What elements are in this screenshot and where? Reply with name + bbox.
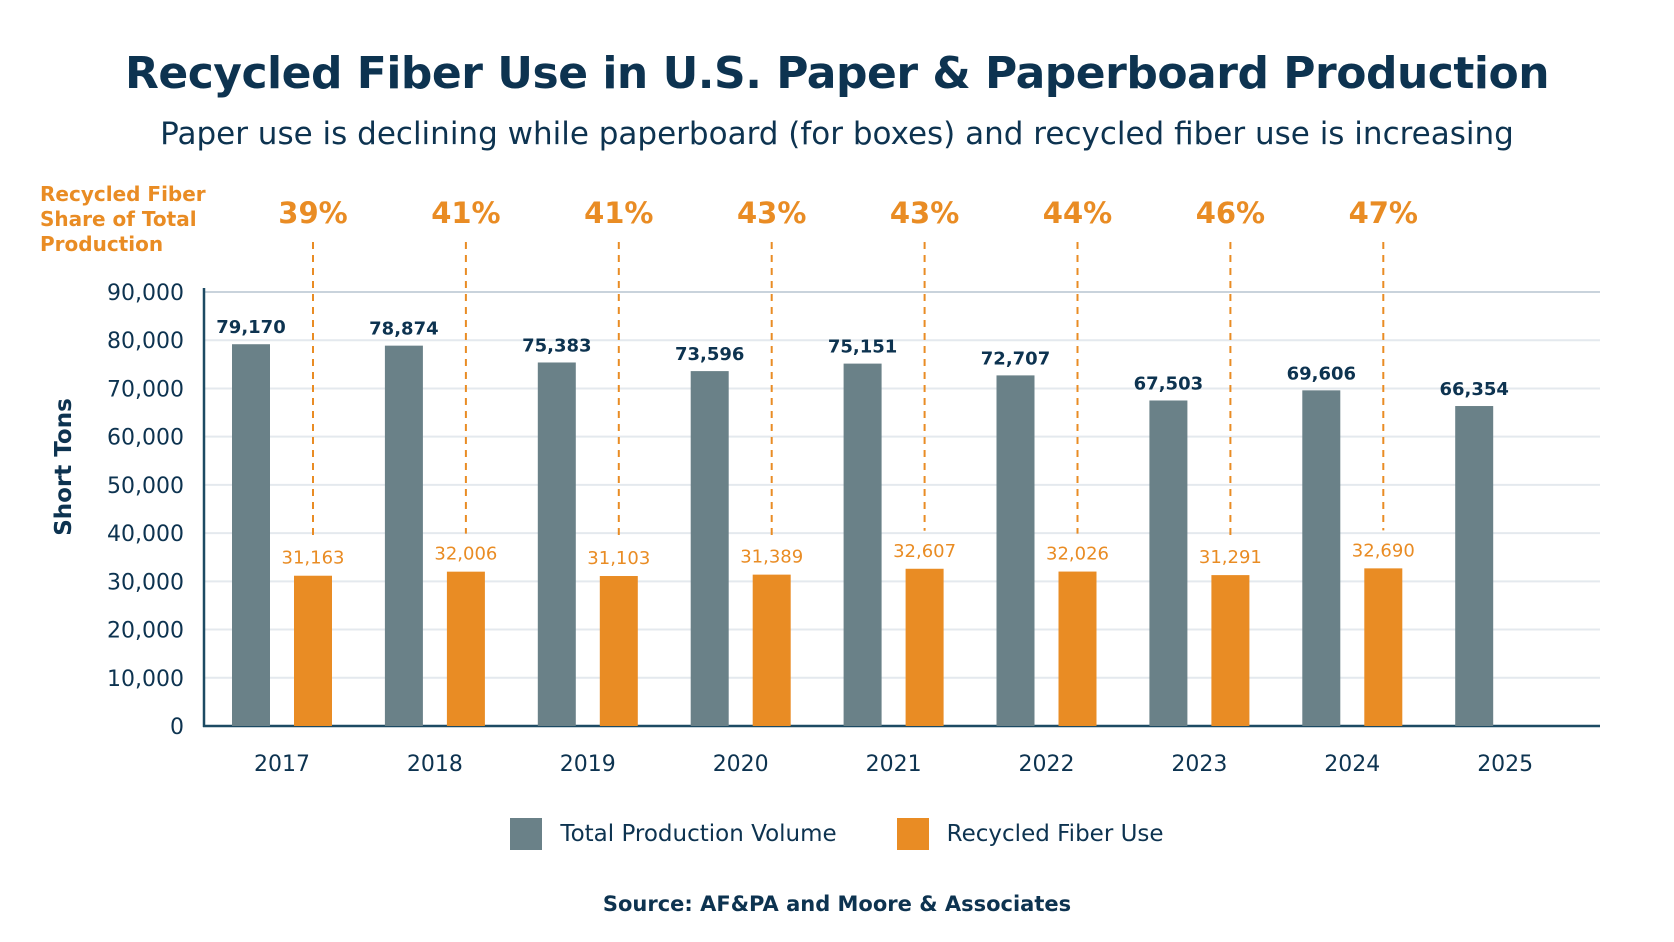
bar-recycled-value-label: 32,690 xyxy=(1352,540,1415,561)
bar-total-value-label: 72,707 xyxy=(981,348,1050,369)
bar-recycled-value-label: 32,006 xyxy=(434,544,497,565)
legend-item-recycled: Recycled Fiber Use xyxy=(896,818,1164,850)
x-tick-label: 2024 xyxy=(1324,752,1380,777)
x-tick-label: 2020 xyxy=(713,752,769,777)
bar-total-value-label: 79,170 xyxy=(216,317,285,338)
bar-recycled-fiber xyxy=(1364,568,1403,726)
source-note: Source: AF&PA and Moore & Associates xyxy=(602,892,1072,916)
x-tick-label: 2019 xyxy=(560,752,616,777)
bar-total-production xyxy=(1455,406,1494,726)
bar-total-production xyxy=(996,375,1035,726)
bar-recycled-value-label: 31,291 xyxy=(1199,547,1262,568)
y-tick-label: 80,000 xyxy=(107,329,184,354)
bar-recycled-fiber xyxy=(1058,571,1097,726)
chart-subtitle: Paper use is declining while paperboard … xyxy=(160,116,1514,152)
y-tick-label: 40,000 xyxy=(107,522,184,547)
legend-swatch-recycled xyxy=(896,818,929,850)
bar-recycled-fiber xyxy=(752,574,791,726)
bar-recycled-value-label: 32,026 xyxy=(1046,544,1109,565)
bar-recycled-value-label: 31,163 xyxy=(282,548,345,569)
bar-total-production xyxy=(384,345,423,726)
bar-total-value-label: 78,874 xyxy=(369,319,438,340)
y-tick-label: 90,000 xyxy=(107,281,184,306)
bar-total-production xyxy=(1149,400,1188,726)
share-percent-label: 43% xyxy=(890,196,959,230)
x-tick-label: 2023 xyxy=(1171,752,1227,777)
y-tick-label: 30,000 xyxy=(107,570,184,595)
chart-title: Recycled Fiber Use in U.S. Paper & Paper… xyxy=(124,48,1550,99)
bar-total-value-label: 69,606 xyxy=(1287,363,1356,384)
bar-recycled-fiber xyxy=(905,568,944,726)
y-tick-label: 0 xyxy=(170,715,184,740)
legend-swatch-total xyxy=(510,818,543,850)
bar-recycled-value-label: 31,389 xyxy=(740,547,803,568)
bar-total-value-label: 73,596 xyxy=(675,344,744,365)
y-tick-label: 10,000 xyxy=(107,667,184,692)
bar-recycled-fiber xyxy=(294,575,332,726)
bar-total-production xyxy=(232,344,270,726)
share-percent-label: 44% xyxy=(1043,196,1112,230)
bar-total-production xyxy=(537,362,576,726)
bar-total-value-label: 75,383 xyxy=(522,335,591,356)
bar-total-value-label: 67,503 xyxy=(1134,373,1203,394)
bar-recycled-fiber xyxy=(599,576,638,726)
x-tick-label: 2022 xyxy=(1019,752,1075,777)
share-annotation-label: Recycled Fiber Share of Total Production xyxy=(40,182,206,256)
bar-total-value-label: 66,354 xyxy=(1439,379,1508,400)
bar-total-production xyxy=(690,371,729,726)
legend-label-total: Total Production Volume xyxy=(560,821,837,847)
share-percent-label: 41% xyxy=(584,196,653,230)
y-tick-label: 60,000 xyxy=(107,426,184,451)
x-tick-label: 2025 xyxy=(1477,752,1533,777)
bar-recycled-value-label: 32,607 xyxy=(893,541,956,562)
x-tick-label: 2017 xyxy=(254,752,310,777)
share-percent-label: 47% xyxy=(1349,196,1418,230)
legend-item-total: Total Production Volume xyxy=(510,818,837,850)
legend-label-recycled: Recycled Fiber Use xyxy=(946,821,1164,847)
y-tick-label: 50,000 xyxy=(107,474,184,499)
share-percent-label: 43% xyxy=(737,196,806,230)
x-tick-label: 2021 xyxy=(866,752,922,777)
share-percent-label: 39% xyxy=(278,196,347,230)
bar-recycled-value-label: 31,103 xyxy=(587,548,650,569)
bar-total-production xyxy=(1302,390,1341,726)
share-percent-label: 46% xyxy=(1196,196,1265,230)
bar-recycled-fiber xyxy=(446,571,485,726)
y-tick-label: 70,000 xyxy=(107,377,184,402)
bar-recycled-fiber xyxy=(1211,575,1250,726)
bar-total-value-label: 75,151 xyxy=(828,337,897,358)
legend: Total Production Volume Recycled Fiber U… xyxy=(0,818,1674,850)
share-percent-label: 41% xyxy=(431,196,500,230)
y-tick-label: 20,000 xyxy=(107,619,184,644)
x-tick-label: 2018 xyxy=(407,752,463,777)
bar-total-production xyxy=(843,363,882,726)
